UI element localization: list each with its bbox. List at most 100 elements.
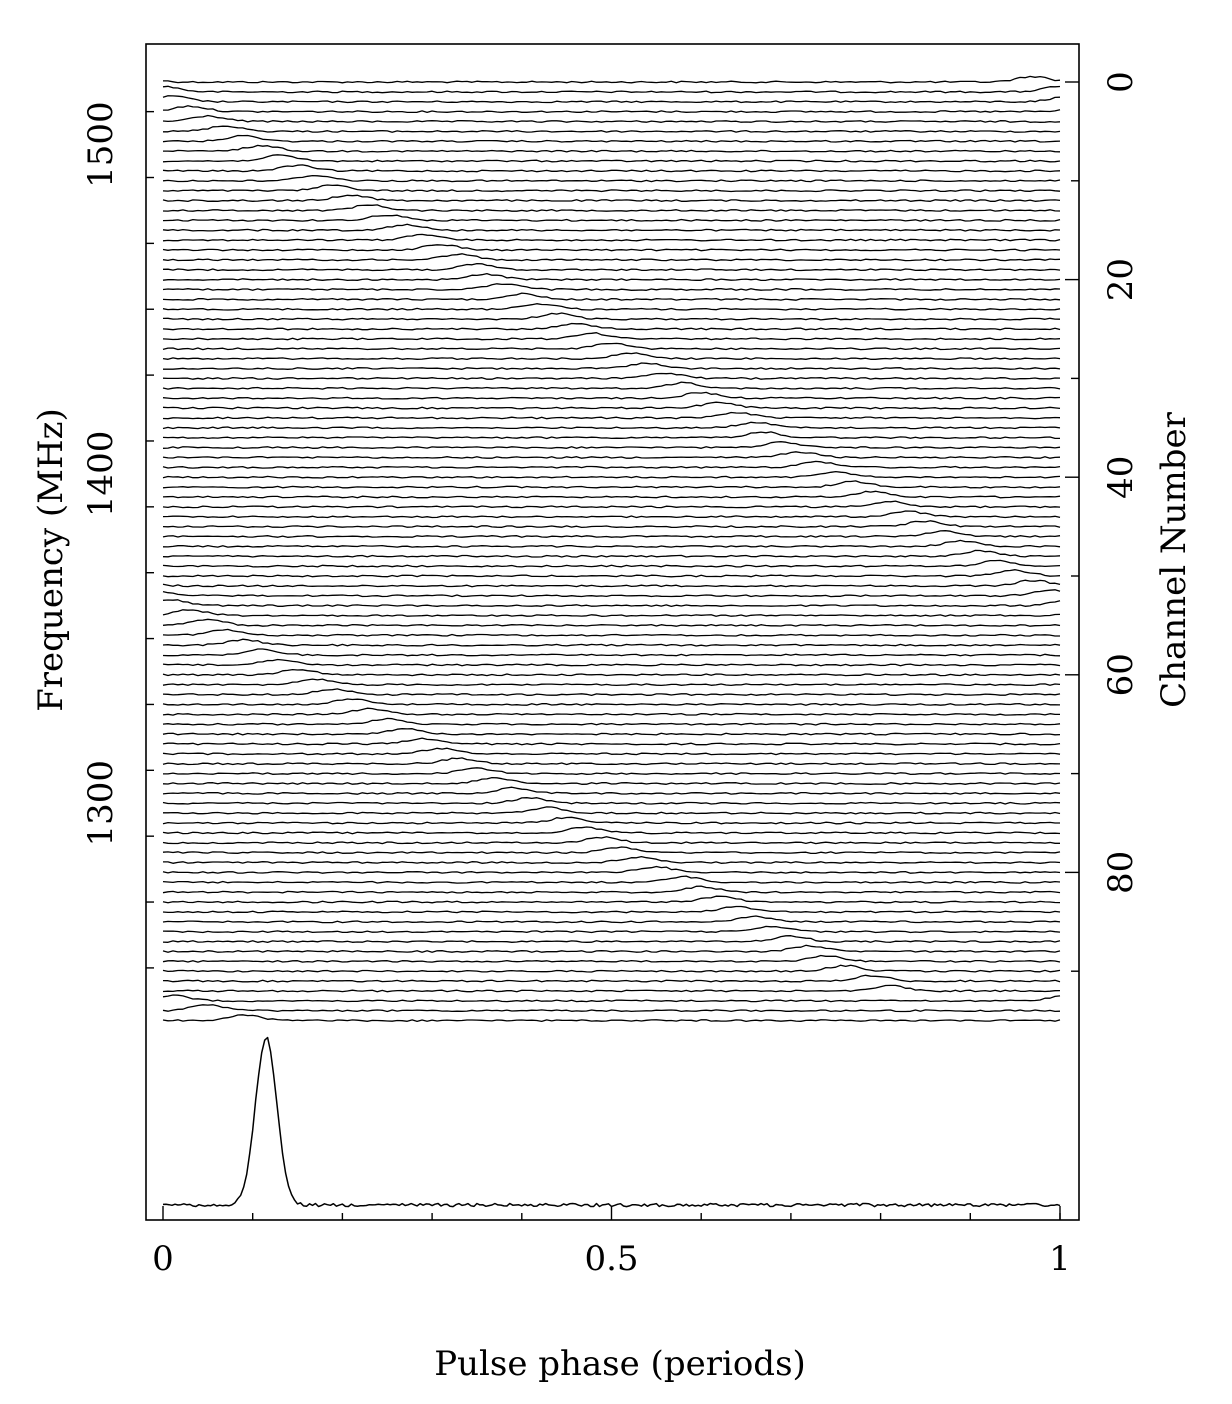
channel-trace-26 bbox=[162, 332, 1061, 341]
channel-trace-69 bbox=[162, 757, 1061, 766]
channel-tick-label-0: 0 bbox=[1101, 71, 1141, 93]
channel-trace-27 bbox=[162, 342, 1061, 351]
channel-trace-63 bbox=[162, 698, 1061, 706]
frequency-axis-ticks: 1500 1400 1300 bbox=[81, 101, 154, 969]
channel-trace-0 bbox=[163, 75, 1061, 84]
channel-trace-92 bbox=[162, 984, 1061, 993]
frequency-axis-label: Frequency (MHz) bbox=[31, 408, 71, 712]
channel-trace-60 bbox=[162, 668, 1061, 677]
channel-trace-56 bbox=[162, 628, 1060, 637]
x-axis-label: Pulse phase (periods) bbox=[434, 1344, 806, 1384]
channel-trace-53 bbox=[162, 599, 1061, 608]
channel-trace-80 bbox=[162, 865, 1061, 874]
channel-tick-label-2: 40 bbox=[1101, 456, 1141, 499]
channel-trace-30 bbox=[162, 372, 1061, 380]
channel-trace-79 bbox=[163, 855, 1061, 864]
channel-trace-16 bbox=[162, 233, 1061, 242]
channel-trace-50 bbox=[162, 569, 1061, 578]
frequency-tick-label-0: 1500 bbox=[81, 101, 121, 188]
channel-trace-33 bbox=[162, 401, 1061, 410]
summed-profile-group bbox=[162, 1036, 1061, 1208]
channel-trace-47 bbox=[162, 539, 1061, 548]
channel-trace-52 bbox=[162, 589, 1061, 598]
channel-trace-6 bbox=[162, 134, 1061, 143]
channel-tick-label-3: 60 bbox=[1101, 653, 1141, 696]
channel-trace-19 bbox=[162, 262, 1061, 272]
channel-trace-11 bbox=[162, 184, 1061, 193]
channel-trace-94 bbox=[162, 1004, 1061, 1013]
channel-trace-48 bbox=[162, 549, 1061, 558]
channel-trace-89 bbox=[162, 954, 1061, 963]
channel-trace-32 bbox=[162, 391, 1061, 400]
channel-trace-83 bbox=[162, 895, 1061, 904]
channel-trace-5 bbox=[163, 125, 1061, 133]
channel-trace-40 bbox=[162, 470, 1061, 479]
channel-trace-91 bbox=[162, 974, 1061, 983]
channel-trace-90 bbox=[162, 964, 1061, 973]
channel-trace-59 bbox=[162, 658, 1061, 667]
channel-trace-72 bbox=[162, 786, 1061, 795]
channel-trace-61 bbox=[162, 678, 1061, 687]
channel-tick-label-4: 80 bbox=[1101, 851, 1141, 894]
channel-trace-81 bbox=[162, 875, 1061, 884]
channel-trace-7 bbox=[163, 144, 1061, 153]
channel-trace-78 bbox=[162, 846, 1061, 855]
channel-trace-20 bbox=[162, 272, 1061, 282]
channel-trace-75 bbox=[162, 816, 1060, 825]
channel-trace-84 bbox=[162, 905, 1061, 914]
channel-trace-42 bbox=[162, 490, 1061, 499]
channel-trace-76 bbox=[162, 826, 1061, 835]
channel-trace-64 bbox=[162, 707, 1060, 716]
channel-trace-85 bbox=[162, 915, 1061, 924]
channel-axis-label: Channel Number bbox=[1154, 411, 1194, 708]
channel-trace-22 bbox=[162, 292, 1061, 301]
channel-trace-15 bbox=[162, 223, 1061, 232]
channel-trace-71 bbox=[162, 776, 1061, 785]
channel-trace-9 bbox=[162, 164, 1061, 173]
channel-trace-39 bbox=[162, 460, 1061, 469]
channel-traces bbox=[162, 75, 1061, 1023]
channel-trace-24 bbox=[162, 312, 1061, 321]
channel-trace-93 bbox=[162, 994, 1061, 1003]
channel-trace-66 bbox=[162, 728, 1061, 736]
channel-trace-73 bbox=[162, 797, 1061, 805]
channel-trace-68 bbox=[162, 747, 1061, 756]
channel-trace-55 bbox=[162, 618, 1061, 627]
channel-trace-25 bbox=[162, 322, 1061, 331]
channel-trace-13 bbox=[162, 204, 1061, 212]
channel-trace-36 bbox=[162, 431, 1060, 440]
channel-trace-82 bbox=[162, 885, 1061, 894]
channel-trace-87 bbox=[162, 935, 1061, 944]
channel-tick-label-1: 20 bbox=[1101, 258, 1141, 301]
channel-trace-14 bbox=[162, 214, 1061, 222]
channel-trace-70 bbox=[163, 767, 1061, 776]
channel-trace-57 bbox=[162, 638, 1061, 647]
channel-trace-77 bbox=[162, 836, 1060, 845]
channel-trace-54 bbox=[162, 609, 1061, 617]
x-tick-label-2: 1 bbox=[1049, 1239, 1071, 1279]
channel-trace-67 bbox=[162, 737, 1061, 746]
channel-trace-41 bbox=[162, 480, 1061, 489]
channel-trace-62 bbox=[162, 688, 1061, 697]
channel-trace-74 bbox=[163, 806, 1061, 815]
channel-trace-2 bbox=[162, 95, 1061, 104]
channel-trace-44 bbox=[162, 510, 1061, 519]
channel-trace-34 bbox=[162, 411, 1061, 420]
channel-trace-38 bbox=[162, 451, 1061, 459]
channel-trace-35 bbox=[162, 421, 1061, 430]
summed-profile-line bbox=[162, 1036, 1061, 1208]
channel-trace-3 bbox=[163, 105, 1061, 114]
channel-trace-86 bbox=[162, 925, 1061, 934]
channel-trace-10 bbox=[162, 174, 1061, 183]
channel-trace-18 bbox=[162, 253, 1061, 262]
channel-axis-ticks: 0 20 40 60 80 bbox=[1065, 71, 1141, 972]
channel-trace-28 bbox=[162, 352, 1061, 361]
channel-trace-12 bbox=[162, 194, 1061, 203]
channel-trace-43 bbox=[162, 500, 1061, 509]
channel-trace-8 bbox=[162, 154, 1061, 163]
channel-trace-88 bbox=[162, 944, 1061, 953]
frequency-tick-label-1: 1400 bbox=[81, 431, 121, 518]
channel-trace-23 bbox=[162, 303, 1061, 311]
channel-trace-51 bbox=[162, 579, 1061, 588]
